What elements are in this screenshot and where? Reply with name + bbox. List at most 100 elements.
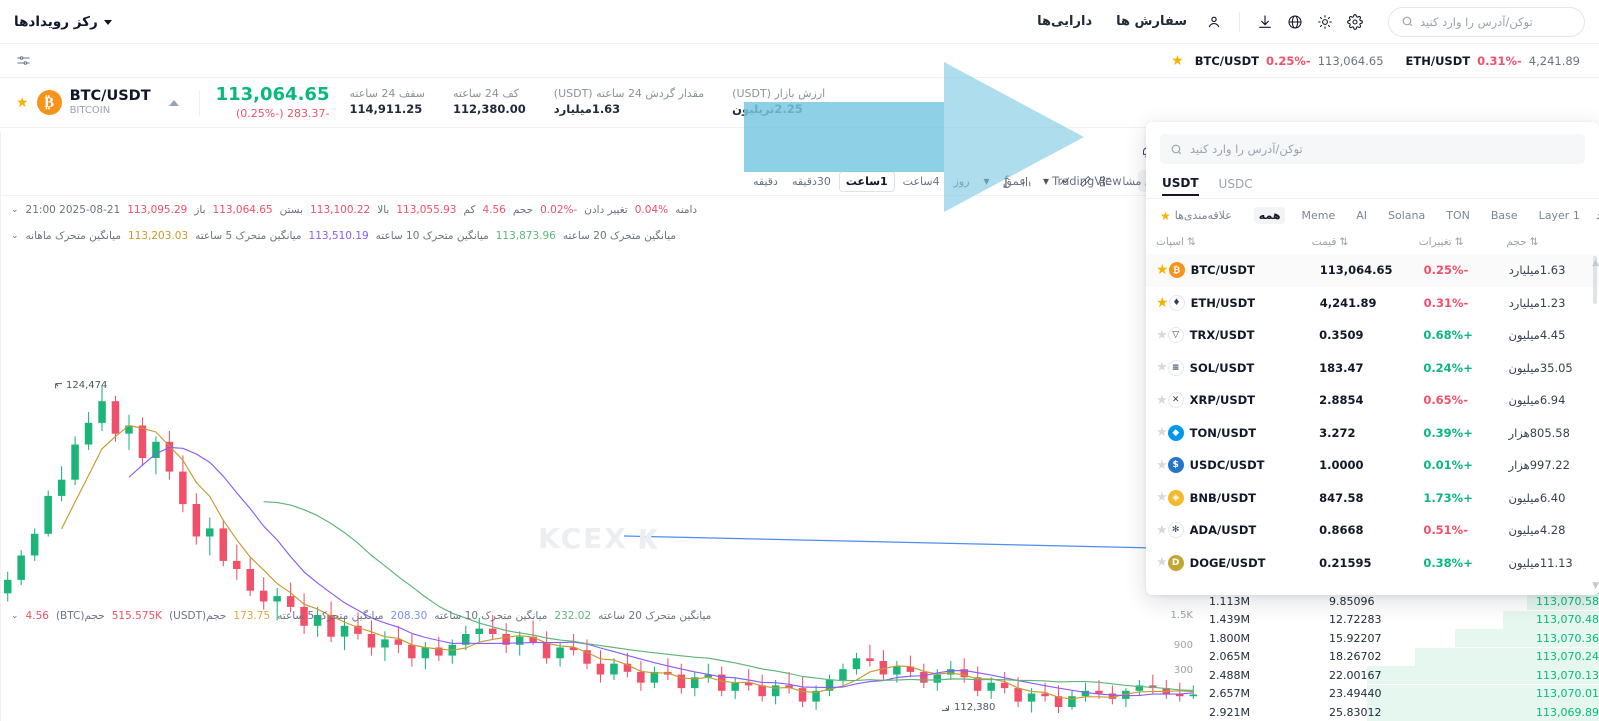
market-row[interactable]: ★ ✕ XRP/USDT 2.8854 -0.65% 6.94میلیون bbox=[1146, 384, 1599, 417]
ohlc-range-label: دامنه bbox=[675, 204, 698, 216]
brand-area[interactable]: رکز رویدادها bbox=[14, 14, 112, 30]
order-book-row[interactable]: 113,069.89 25.83012 2.921M bbox=[1199, 703, 1599, 721]
compare-icon[interactable] bbox=[1057, 171, 1075, 191]
layout-grid-icon[interactable] bbox=[1097, 171, 1115, 191]
star-icon[interactable]: ★ bbox=[1156, 360, 1168, 376]
market-row[interactable]: ★ ▽ TRX/USDT 0.3509 +0.68% 4.45میلیون bbox=[1146, 319, 1599, 352]
order-book-row[interactable]: 113,070.48 12.72283 1.439M bbox=[1199, 610, 1599, 629]
mini-symbol: BTC/USDT bbox=[1194, 54, 1259, 68]
candlestick-chart[interactable] bbox=[1, 366, 1200, 721]
market-row-price: 183.47 bbox=[1319, 360, 1364, 375]
quote-tab-usdt[interactable]: USDT bbox=[1162, 176, 1199, 196]
ruler-icon[interactable] bbox=[1077, 171, 1095, 191]
scroll-up-arrow-icon[interactable]: ▲ bbox=[1592, 258, 1599, 268]
ma-monthly-label: میانگین متحرک ماهانه bbox=[25, 230, 121, 242]
function-fx-icon[interactable]: ƒ bbox=[1004, 174, 1009, 188]
coin-icon: ₿ bbox=[1168, 262, 1185, 279]
timeframe-1d[interactable]: روز bbox=[953, 174, 970, 188]
market-row-change: +0.68% bbox=[1423, 328, 1473, 343]
brightness-icon[interactable] bbox=[1310, 7, 1340, 37]
star-icon[interactable]: ★ bbox=[1156, 392, 1168, 408]
star-icon[interactable]: ★ bbox=[1156, 262, 1169, 279]
star-icon[interactable]: ★ bbox=[1156, 490, 1168, 506]
order-book-row[interactable]: 113,070.58 9.85096 1.113M bbox=[1199, 592, 1599, 610]
timeframe-30m[interactable]: 30دقیقه bbox=[791, 174, 831, 188]
timeframe-1m[interactable]: دقیقه bbox=[753, 174, 778, 188]
order-book-price: 113,070.13 bbox=[1536, 668, 1599, 682]
star-icon[interactable]: ★ bbox=[1171, 53, 1184, 69]
market-row[interactable]: ★ ≡ SOL/USDT 183.47 +0.24% 35.05میلیون bbox=[1146, 352, 1599, 385]
filter-base[interactable]: Base bbox=[1490, 209, 1518, 222]
star-icon[interactable]: ★ bbox=[1156, 425, 1168, 441]
market-rows: ★ ₿ BTC/USDT 113,064.65 -0.25% 1.63میلیارد ★ ♦ E… bbox=[1146, 254, 1599, 579]
star-icon[interactable]: ★ bbox=[1156, 522, 1168, 538]
column-header-volume[interactable]: حجم ⇅ bbox=[1506, 236, 1589, 248]
stat-value: 1.63میلیارد bbox=[553, 102, 621, 117]
market-row[interactable]: ★ ✻ ADA/USDT 0.8668 -0.51% 4.28میلیون bbox=[1146, 514, 1599, 547]
market-row[interactable]: ★ ◈ BNB/USDT 847.58 +1.73% 6.40میلیون bbox=[1146, 482, 1599, 515]
order-book-row[interactable]: 113,070.01 23.49440 2.657M bbox=[1199, 684, 1599, 703]
nav-item-assets[interactable]: دارایی‌ها bbox=[1037, 14, 1093, 29]
mini-ticker-btc[interactable]: BTC/USDT -0.25% 113,064.65 bbox=[1184, 54, 1395, 68]
timeframe-4h[interactable]: 4ساعت bbox=[902, 174, 940, 188]
filter-solana[interactable]: Solana bbox=[1388, 209, 1426, 222]
filter-ton[interactable]: TON bbox=[1446, 209, 1470, 222]
order-book-row[interactable]: 113,070.13 22.00167 2.488M bbox=[1199, 666, 1599, 684]
chevron-down-icon[interactable]: ⌄ bbox=[11, 611, 19, 621]
chevron-down-icon[interactable]: ▾ bbox=[983, 174, 990, 188]
market-row[interactable]: ★ $ USDC/USDT 1.0000 +0.01% 997.22هزار bbox=[1146, 449, 1599, 482]
global-search-input[interactable]: توکن/آدرس را وارد کنید bbox=[1388, 6, 1585, 37]
indicators-icon[interactable] bbox=[1017, 171, 1035, 191]
ma5-value: 113,203.03 bbox=[127, 230, 189, 242]
market-row-price: 3.272 bbox=[1319, 425, 1356, 440]
gear-icon[interactable] bbox=[1340, 7, 1370, 37]
column-header-price[interactable]: قیمت ⇅ bbox=[1312, 236, 1419, 248]
market-selector-dropdown[interactable]: توکن/آدرس را وارد کنید USDT USDC ★ علاقه… bbox=[1146, 122, 1599, 595]
chevron-down-small-icon[interactable]: ▾ bbox=[1042, 174, 1049, 188]
filter-meme[interactable]: Meme bbox=[1301, 209, 1336, 222]
filter-more-sections[interactable]: بخش د ‹ bbox=[1596, 209, 1599, 222]
filter-favorites[interactable]: ★ علاقه‌مندی‌ها bbox=[1160, 209, 1232, 223]
high-price-marker: 124,474 bbox=[53, 380, 107, 391]
star-icon[interactable]: ★ bbox=[1156, 457, 1168, 473]
filter-ai[interactable]: AI bbox=[1356, 209, 1368, 222]
order-book-row[interactable]: 113,070.36 15.92207 1.800M bbox=[1199, 629, 1599, 647]
star-icon[interactable]: ★ bbox=[1156, 294, 1169, 311]
favorite-star-icon[interactable]: ★ bbox=[16, 94, 29, 111]
settings-sliders-icon[interactable] bbox=[10, 48, 36, 74]
star-icon[interactable]: ★ bbox=[1156, 327, 1168, 343]
user-icon[interactable] bbox=[1199, 7, 1229, 37]
timeframe-1h[interactable]: 1ساعت bbox=[838, 170, 895, 192]
mini-ticker-eth[interactable]: ETH/USDT -0.31% 4,241.89 bbox=[1395, 54, 1591, 68]
filter-all[interactable]: همه bbox=[1253, 207, 1286, 224]
filter-layer1[interactable]: Layer 1 bbox=[1538, 209, 1580, 222]
quote-tab-usdc[interactable]: USDC bbox=[1218, 177, 1253, 191]
pair-selector[interactable]: ₿ BTC/USDT BITCOIN bbox=[29, 88, 159, 116]
globe-icon[interactable] bbox=[1280, 7, 1310, 37]
scroll-down-arrow-icon[interactable]: ▼ bbox=[1592, 581, 1599, 591]
market-search-input[interactable]: توکن/آدرس را وارد کنید bbox=[1160, 134, 1585, 164]
order-book-row[interactable]: 113,070.24 18.26702 2.065M bbox=[1199, 647, 1599, 666]
market-row[interactable]: ★ ◆ TON/USDT 3.272 +0.39% 805.58هزار bbox=[1146, 417, 1599, 450]
market-row[interactable]: ★ D DOGE/USDT 0.21595 +0.38% 11.13میلیون bbox=[1146, 547, 1599, 580]
market-row[interactable]: ★ ♦ ETH/USDT 4,241.89 -0.31% 1.23میلیارد bbox=[1146, 287, 1599, 320]
column-header-asset[interactable]: اسپات ⇅ bbox=[1156, 236, 1312, 248]
chart-top-icons bbox=[1, 138, 1199, 166]
star-icon[interactable]: ★ bbox=[1156, 555, 1168, 571]
chevron-down-icon[interactable]: ⌄ bbox=[11, 231, 19, 241]
filter-more-label: بخش د bbox=[1595, 209, 1599, 222]
market-row-asset: ✕ XRP/USDT bbox=[1167, 392, 1320, 409]
chevron-down-icon[interactable]: ⌄ bbox=[11, 205, 19, 215]
market-list-scrollbar[interactable] bbox=[1593, 256, 1597, 304]
triangle-up-icon[interactable] bbox=[168, 99, 179, 106]
market-row[interactable]: ★ ₿ BTC/USDT 113,064.65 -0.25% 1.63میلیارد bbox=[1146, 254, 1599, 287]
depth-bar bbox=[1415, 647, 1599, 666]
vol-ma20-label: میانگین متحرک 20 ساعته bbox=[598, 610, 712, 622]
ohlc-low-value: 113,055.93 bbox=[396, 204, 457, 216]
nav-item-orders[interactable]: سفارش ها bbox=[1116, 14, 1187, 29]
column-header-change[interactable]: تغییرات ⇅ bbox=[1419, 236, 1507, 248]
download-icon[interactable] bbox=[1250, 7, 1280, 37]
stat-label: سقف 24 ساعته bbox=[349, 87, 425, 101]
market-row-price: 113,064.65 bbox=[1319, 263, 1393, 278]
market-list[interactable]: ▲ ★ ₿ BTC/USDT 113,064.65 -0.25% 1.63میلیارد ★… bbox=[1146, 254, 1599, 595]
